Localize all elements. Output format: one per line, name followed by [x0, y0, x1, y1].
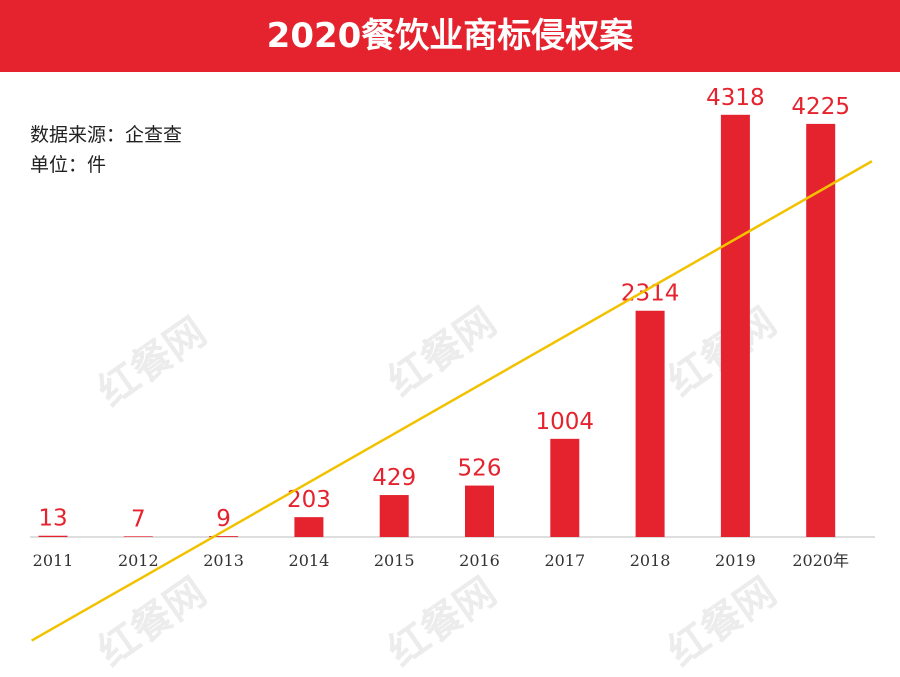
x-tick-label: 2020年 — [792, 551, 849, 570]
x-tick-label: 2013 — [203, 551, 244, 570]
unit-label: 单位：件 — [30, 154, 107, 176]
x-tick-label: 2019 — [715, 551, 756, 570]
data-label: 1004 — [536, 409, 595, 435]
data-label: 4318 — [706, 85, 765, 111]
bar — [635, 310, 665, 537]
x-tick-label: 2011 — [33, 551, 74, 570]
x-tick-label: 2015 — [374, 551, 415, 570]
bar-chart: 1320117201292013203201442920155262016100… — [30, 85, 875, 642]
data-label: 2314 — [621, 281, 680, 307]
data-source-label: 数据来源：企查查 — [30, 124, 183, 146]
data-label: 4225 — [791, 94, 850, 120]
data-label: 9 — [216, 506, 231, 532]
bar — [123, 536, 153, 537]
x-tick-label: 2017 — [544, 551, 585, 570]
data-label: 7 — [131, 506, 146, 532]
bar — [806, 123, 836, 537]
bar — [465, 485, 494, 537]
data-label: 526 — [458, 456, 502, 482]
chart-title: 2020餐饮业商标侵权案 — [266, 16, 634, 56]
x-tick-label: 2016 — [459, 551, 500, 570]
x-tick-label: 2018 — [630, 551, 671, 570]
bar — [294, 517, 324, 537]
bar — [38, 535, 68, 537]
bar — [379, 495, 409, 537]
data-label: 429 — [372, 465, 416, 491]
data-label: 13 — [38, 506, 67, 532]
title-bar — [0, 0, 900, 72]
bar — [720, 114, 750, 537]
bar — [550, 438, 580, 537]
x-tick-label: 2012 — [118, 551, 159, 570]
bar — [209, 536, 239, 537]
x-tick-label: 2014 — [289, 551, 330, 570]
trend-line — [31, 160, 873, 642]
